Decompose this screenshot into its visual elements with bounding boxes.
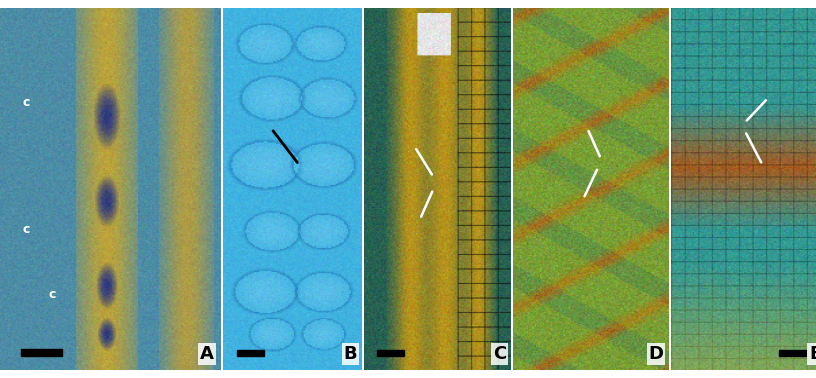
Bar: [20, 349, 62, 356]
Bar: [237, 350, 264, 356]
Text: c: c: [48, 288, 55, 301]
Bar: [778, 350, 805, 356]
Text: E: E: [809, 345, 816, 363]
Text: c: c: [22, 223, 29, 235]
Text: D: D: [649, 345, 663, 363]
Text: C: C: [493, 345, 507, 363]
Text: B: B: [344, 345, 357, 363]
Text: c: c: [22, 96, 29, 108]
Bar: [377, 350, 404, 356]
Text: A: A: [200, 345, 214, 363]
